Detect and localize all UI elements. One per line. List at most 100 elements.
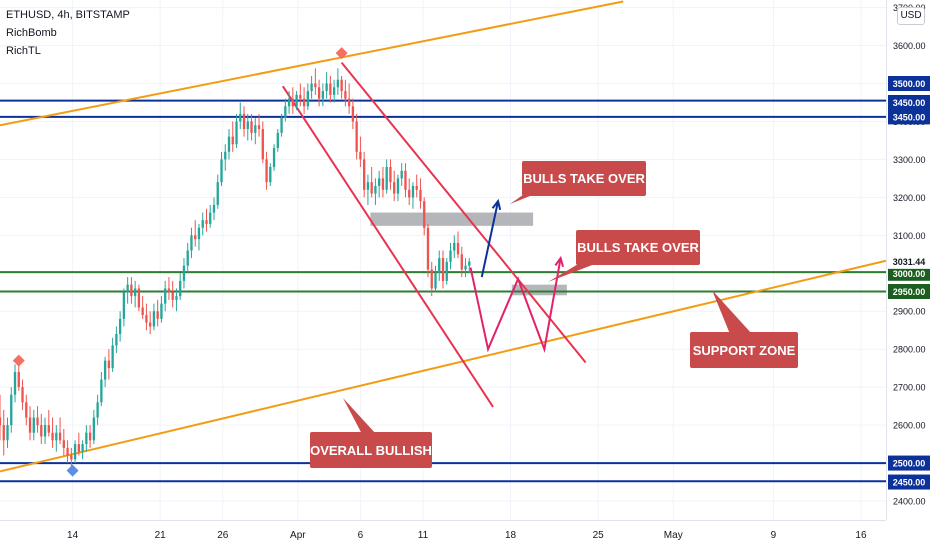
candle-body — [340, 79, 343, 92]
candle-body — [265, 159, 268, 183]
price-level-label: 3500.00 — [893, 79, 926, 89]
callout-bulls-2-text: BULLS TAKE OVER — [577, 240, 699, 255]
price-tick-label: 3100.00 — [893, 231, 926, 241]
candle-body — [2, 425, 5, 441]
callout-bulls-1-text: BULLS TAKE OVER — [523, 171, 645, 186]
candle-body — [32, 417, 35, 433]
callout-bulls-2-box — [576, 230, 700, 265]
candle-body — [36, 417, 39, 426]
candles-layer — [0, 68, 471, 471]
candle-body — [156, 311, 159, 319]
callout-support-text: SUPPORT ZONE — [693, 343, 796, 358]
candle-body — [175, 296, 178, 300]
candle-body — [152, 311, 156, 327]
price-tick-label: 2400.00 — [893, 497, 926, 507]
candle-body — [137, 288, 141, 308]
price-level-label-bg — [888, 474, 930, 490]
candle-body — [194, 235, 197, 240]
candle-body — [40, 425, 43, 437]
candle-body — [92, 417, 96, 441]
candle-body — [88, 432, 92, 441]
indicator-richtl[interactable]: RichTL — [6, 45, 41, 57]
time-axis-layer: 14 21 26 Apr 6 11 18 25 May 9 16 — [67, 530, 867, 541]
price-level-label-bg — [888, 284, 930, 300]
time-tick-label: 11 — [418, 530, 429, 541]
price-level-label-bg — [888, 76, 930, 92]
candle-body — [284, 106, 287, 118]
candle-body — [145, 315, 148, 323]
time-tick-label: 9 — [771, 530, 777, 541]
candle-body — [55, 432, 58, 441]
time-tick-label: 6 — [358, 530, 364, 541]
candle-body — [280, 117, 283, 133]
signal-diamond-marker — [335, 47, 348, 60]
candle-body — [227, 136, 231, 152]
candle-body — [423, 201, 426, 228]
candle-body — [254, 125, 257, 133]
callout-overall-pointer — [343, 398, 376, 434]
currency-button[interactable]: USD — [897, 7, 925, 25]
candle-body — [66, 447, 69, 456]
candle-body — [389, 167, 392, 183]
callout-support-pointer — [712, 290, 752, 334]
indicator-richbomb[interactable]: RichBomb — [6, 27, 57, 39]
symbol-title[interactable]: ETHUSD, 4h, BITSTAMP — [6, 9, 130, 21]
candle-body — [374, 185, 377, 194]
candle-body — [242, 113, 246, 130]
candle-body — [419, 189, 422, 202]
price-tick-label: 3300.00 — [893, 155, 926, 165]
price-tick-label: 2900.00 — [893, 307, 926, 317]
projection-path — [469, 257, 562, 353]
candle-body — [73, 444, 77, 460]
candle-body — [468, 261, 471, 266]
candle-body — [385, 167, 388, 190]
candle-body — [366, 182, 370, 190]
callout-overall-text: OVERALL BULLISH — [310, 443, 432, 458]
candle-body — [404, 170, 407, 190]
candle-body — [201, 220, 204, 228]
candle-body — [302, 98, 306, 107]
candle-body — [205, 220, 208, 224]
trend-line-channel-bottom — [281, 85, 494, 408]
candle-body — [411, 185, 415, 198]
candle-body — [344, 91, 347, 99]
callout-bulls-2: BULLS TAKE OVER — [548, 230, 700, 282]
price-level-label-bg — [888, 265, 930, 281]
price-labels-layer: 3500.00 3450.00 3450.00 3000.00 2950.00 2500.… — [888, 76, 930, 490]
candle-body — [449, 250, 452, 262]
candle-body — [396, 178, 400, 194]
candle-body — [21, 387, 24, 403]
candle-body — [272, 148, 276, 168]
time-tick-label: 25 — [593, 530, 605, 541]
callout-bulls-1-box — [522, 161, 646, 196]
levels-layer — [0, 99, 886, 483]
candle-body — [310, 83, 313, 92]
trend-line-lower-orange — [0, 259, 887, 473]
candle-body — [100, 379, 103, 403]
candle-body — [164, 288, 167, 304]
candle-body — [239, 113, 242, 122]
candle-body — [381, 178, 385, 190]
candle-body — [445, 261, 448, 281]
candle-body — [85, 432, 88, 445]
candle-body — [96, 402, 99, 418]
price-tick-label: 2800.00 — [893, 345, 926, 355]
candle-body — [51, 432, 54, 441]
candle-body — [438, 258, 441, 274]
candle-body — [220, 159, 223, 183]
candle-body — [0, 417, 2, 426]
projection-path — [480, 200, 500, 278]
candle-body — [118, 318, 122, 335]
candle-body — [81, 444, 84, 452]
callout-bulls-2-pointer — [548, 260, 600, 282]
time-tick-label: May — [664, 530, 683, 541]
projection-arrowhead — [554, 255, 565, 268]
candle-body — [261, 129, 264, 160]
price-level-label-bg — [888, 109, 930, 125]
candle-body — [107, 360, 111, 369]
time-tick-label: 14 — [67, 530, 79, 541]
candle-body — [415, 185, 418, 190]
candle-body — [460, 254, 463, 270]
candle-body — [133, 288, 137, 297]
